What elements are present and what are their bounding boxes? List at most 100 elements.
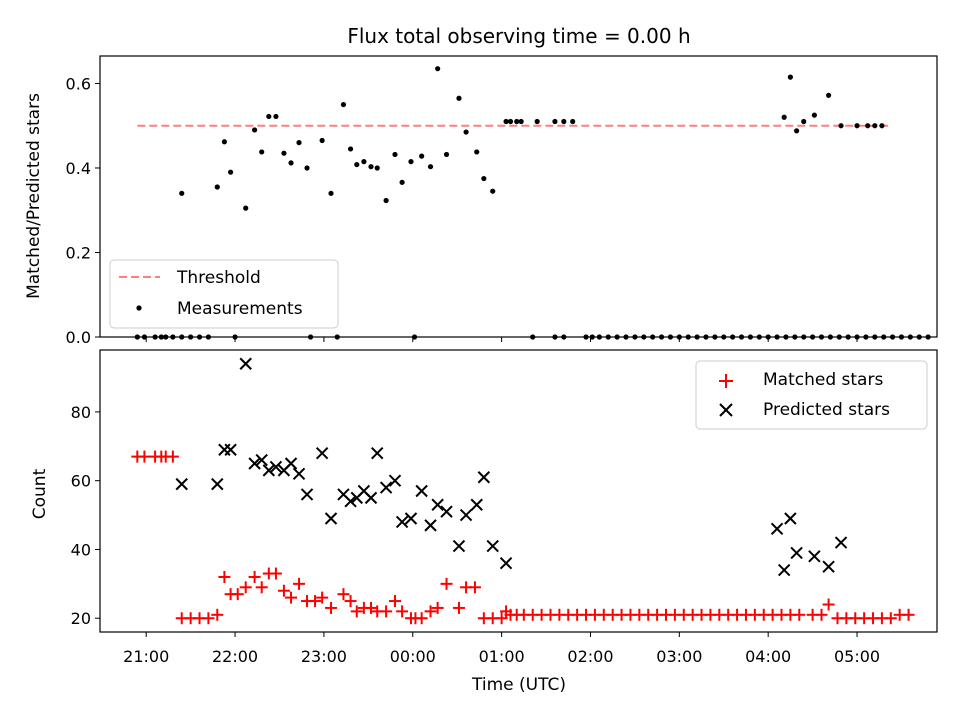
measurement-point	[570, 118, 576, 125]
predicted-star-point	[175, 477, 188, 491]
x-tick-label: 23:00	[301, 647, 347, 666]
legend-measurements-label: Measurements	[177, 299, 303, 319]
predicted-star-stroke-b	[790, 546, 803, 560]
measurement-point	[490, 188, 496, 194]
predicted-star-stroke-b	[388, 474, 402, 487]
measurement-point	[872, 123, 878, 129]
predicted-star-stroke-b	[834, 536, 848, 549]
measurement-point	[419, 153, 425, 159]
count-panel-frame	[99, 349, 938, 633]
measurement-point	[340, 101, 347, 108]
predicted-star-point	[211, 477, 224, 491]
chart-title: Flux total observing time = 0.00 h	[347, 24, 690, 48]
matched-star-point	[202, 612, 215, 625]
measurement-point	[787, 74, 793, 80]
predicted-star-point	[790, 546, 803, 560]
matched-star-point	[285, 591, 298, 604]
predicted-star-point	[452, 539, 466, 553]
matched-star-point	[396, 605, 409, 618]
measurement-point	[399, 179, 405, 185]
predicted-star-point	[224, 443, 237, 456]
matched-star-point	[388, 595, 401, 608]
predicted-star-point	[477, 471, 491, 484]
matched-star-point	[793, 608, 806, 621]
predicted-star-stroke-b	[452, 539, 466, 553]
predicted-star-stroke-b	[248, 457, 261, 470]
matched-star-point	[365, 601, 378, 614]
legend-threshold-label: Threshold	[176, 268, 261, 288]
x-axis-label: Time (UTC)	[471, 675, 566, 695]
measurement-point	[296, 140, 302, 146]
predicted-star-point	[784, 512, 797, 525]
predicted-star-stroke-b	[224, 443, 237, 456]
predicted-star-point	[371, 446, 384, 460]
predicted-star-point	[834, 536, 848, 549]
legend-measurements-swatch	[136, 305, 142, 311]
legend-matched-swatch	[719, 374, 733, 388]
measurement-point	[781, 114, 787, 120]
predicted-star-stroke-b	[371, 446, 384, 460]
measurement-point	[811, 112, 817, 118]
measurement-point	[825, 92, 832, 98]
measurement-point	[179, 190, 185, 196]
x-tick-label: 01:00	[479, 647, 525, 666]
measurement-point	[456, 95, 462, 101]
predicted-star-point	[777, 563, 791, 577]
predicted-star-stroke-b	[292, 467, 306, 481]
matched-star-point	[166, 450, 179, 463]
predicted-star-point	[262, 464, 276, 477]
measurement-point	[443, 151, 450, 158]
predicted-star-stroke-b	[324, 512, 338, 525]
predicted-star-point	[315, 446, 329, 460]
matched-star-point	[468, 581, 481, 594]
measurement-point	[879, 123, 885, 129]
count-legend-box	[695, 360, 928, 430]
ratio-y-tick-label: 0.6	[66, 74, 91, 93]
measurement-point	[534, 118, 540, 125]
matched-star-point	[495, 612, 508, 625]
predicted-star-stroke-b	[499, 557, 513, 570]
predicted-star-point	[770, 522, 784, 536]
x-tick-label: 04:00	[745, 647, 791, 666]
measurement-point	[374, 165, 380, 171]
predicted-star-stroke-b	[477, 471, 491, 484]
predicted-star-stroke-b	[211, 477, 224, 491]
matched-star-point	[344, 595, 357, 608]
measurement-point	[838, 123, 844, 129]
measurement-point	[347, 146, 354, 152]
x-tick-label: 21:00	[123, 647, 169, 666]
measurement-point	[281, 150, 287, 156]
measurement-point	[361, 159, 367, 165]
predicted-star-stroke-b	[404, 512, 418, 525]
predicted-star-point	[379, 481, 393, 494]
count-y-tick-label: 60	[71, 472, 91, 491]
predicted-star-point	[404, 512, 418, 525]
predicted-star-stroke-b	[300, 488, 314, 501]
x-tick-label: 00:00	[390, 647, 436, 666]
predicted-star-point	[822, 560, 835, 573]
matched-star-point	[415, 612, 428, 625]
measurement-point	[518, 118, 524, 125]
predicted-star-stroke-b	[770, 522, 784, 536]
predicted-star-point	[388, 474, 402, 487]
count-y-tick-label: 20	[71, 609, 91, 628]
predicted-star-stroke-b	[431, 498, 444, 511]
predicted-star-stroke-b	[269, 460, 283, 474]
legend-predicted-label: Predicted stars	[763, 400, 890, 420]
measurement-point	[854, 123, 860, 129]
matched-star-point	[138, 450, 151, 463]
ratio-legend[interactable]: Threshold Measurements	[109, 259, 339, 329]
predicted-star-stroke-b	[777, 563, 791, 577]
ratio-panel: 0.0 0.2 0.4 0.6	[66, 66, 931, 347]
predicted-star-stroke-b	[379, 481, 393, 494]
predicted-star-point	[239, 357, 252, 370]
measurement-point	[435, 66, 441, 72]
count-legend[interactable]: Matched stars Predicted stars	[695, 360, 928, 430]
ratio-panel-frame	[99, 55, 938, 338]
measurement-point	[319, 137, 325, 144]
predicted-star-point	[284, 457, 298, 470]
predicted-star-stroke-b	[337, 488, 350, 501]
predicted-star-stroke-b	[315, 446, 329, 460]
